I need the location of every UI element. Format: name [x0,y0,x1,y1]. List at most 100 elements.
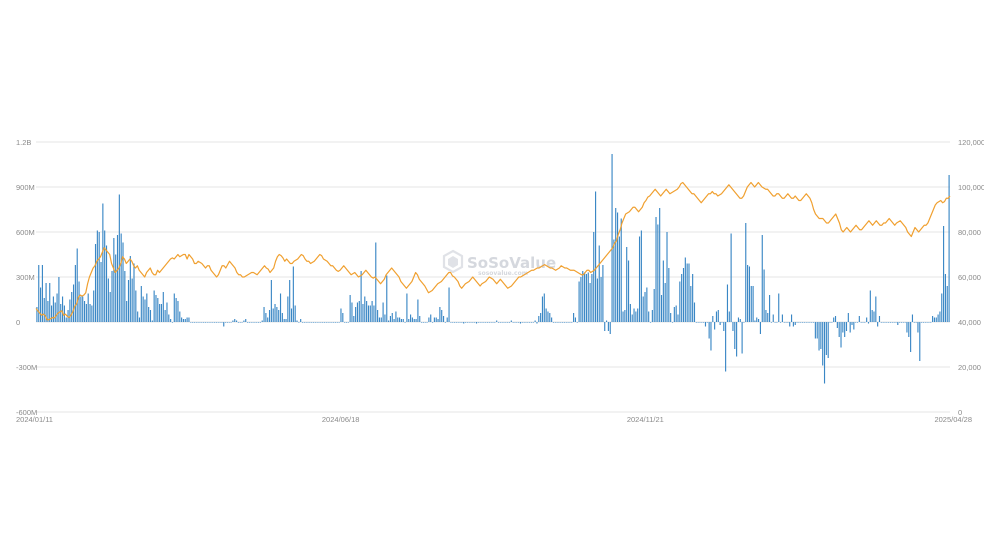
flow-bar [268,310,271,322]
flow-bar [935,317,937,322]
flow-bar [849,322,851,333]
flow-bar [796,322,798,323]
flow-bar [212,322,214,323]
flow-bar [922,322,925,323]
flow-bar [63,305,65,322]
flow-bar [230,322,232,323]
flow-bar [344,322,346,323]
flow-bar [692,274,694,322]
flow-bar [378,317,381,322]
flow-bar [287,296,289,322]
flow-bar [514,322,516,323]
flow-bar [627,260,630,322]
flow-bar [334,322,337,323]
flow-bar [662,260,664,322]
flow-bar [356,302,359,322]
flow-bar [140,286,142,322]
flow-bar [241,322,243,323]
flow-bar [712,316,714,322]
flow-bar [529,322,531,323]
flow-bar [758,319,760,322]
flow-bar [748,266,751,322]
flow-bar [844,322,846,337]
flow-bar [452,322,454,323]
flow-bar [71,292,73,322]
flow-bar [767,313,769,322]
flow-bar [671,322,674,323]
flow-bar [259,322,261,323]
flow-bar [305,322,307,323]
flow-bar [633,308,635,322]
flow-bar [168,314,170,322]
flow-bar [728,311,730,322]
flow-bar [428,317,430,322]
left-tick-label: 900M [16,183,35,192]
flow-bar [65,317,67,322]
flow-bar [637,308,639,322]
flow-bar [252,322,254,323]
flow-bar [131,278,133,322]
flow-bar [342,313,344,322]
flow-bar [642,296,644,322]
flow-bar [93,290,95,322]
flow-bar [497,322,500,323]
flow-bar [301,322,304,323]
flow-bar [243,320,245,322]
flow-bar [543,293,545,322]
flow-bar [380,317,382,322]
flow-bar [756,317,758,322]
flow-bar [626,247,628,322]
flow-bar [851,322,853,325]
flow-bar [640,230,642,322]
flow-bar [197,322,199,323]
flow-bar [162,292,164,322]
flow-bar [631,314,633,322]
flow-bar [807,322,809,323]
flow-bar [373,305,375,322]
flow-bar [204,322,206,323]
flow-bar [468,322,470,323]
flow-bar [932,316,934,322]
flow-bar [666,232,668,322]
flow-bar [494,322,496,323]
flow-bar [703,322,705,323]
flow-bar [730,233,732,322]
flow-bar [214,322,216,323]
flow-bar [562,322,564,323]
flow-bar [290,308,293,322]
flow-bar [585,274,587,322]
flow-bar [279,293,282,322]
flow-bar [338,322,340,323]
flow-bar [479,322,481,323]
flow-bar [221,322,223,323]
flow-bar [595,191,597,322]
flow-bar [175,298,177,322]
price-line-series [35,181,951,321]
flow-bar [386,275,388,322]
flow-bar [521,322,523,323]
flow-bar [906,322,908,333]
flow-bar [882,322,884,323]
flow-bar [82,296,84,322]
flow-bar [285,319,287,322]
flow-bar [697,322,699,323]
flow-bar [195,322,197,323]
flow-bar [105,245,108,322]
flow-bar [834,316,837,322]
flow-bar [129,256,131,322]
flow-bar [461,322,463,323]
flow-bar [540,313,542,322]
flow-bar [624,310,626,322]
flow-bar [113,238,115,322]
x-tick-label: 2024/11/21 [627,415,664,424]
flow-bar [104,230,106,322]
flow-bar [726,284,729,322]
flow-bar [845,322,848,331]
flow-bar [477,322,479,323]
bar-series [36,154,950,384]
flow-bar [223,322,225,327]
flow-bar [375,242,377,322]
flow-bar [102,203,104,322]
flow-bar [541,296,544,322]
flow-bar [783,322,785,323]
